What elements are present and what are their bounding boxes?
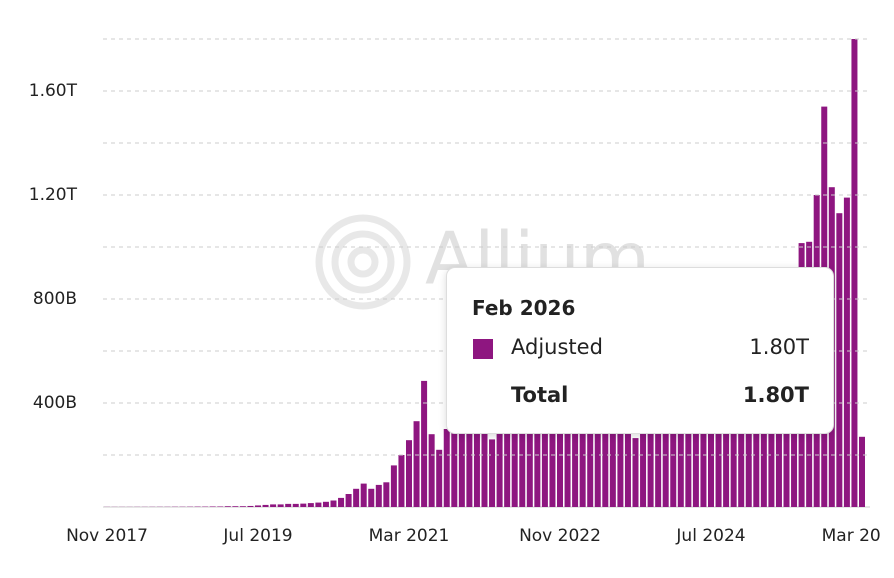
bar <box>602 387 609 507</box>
bar <box>368 488 375 507</box>
bar <box>255 505 261 507</box>
bar <box>285 503 292 507</box>
bar <box>541 408 548 507</box>
bar <box>413 421 420 507</box>
watermark <box>315 214 411 310</box>
bar <box>466 423 473 507</box>
bar <box>322 501 329 507</box>
bar <box>232 506 239 507</box>
bar <box>511 418 518 507</box>
bar <box>292 503 299 507</box>
bar <box>587 390 594 507</box>
bar <box>624 377 631 507</box>
bar <box>443 429 450 507</box>
bar <box>406 440 412 507</box>
tooltip-total-value: 1.80T <box>742 383 809 407</box>
bar <box>662 369 669 507</box>
tooltip-title: Feb 2026 <box>472 296 576 320</box>
bar <box>526 416 533 507</box>
bar <box>270 504 277 507</box>
x-tick-label: Mar 2026 <box>822 526 894 546</box>
x-tick-label: Mar 2021 <box>369 526 450 546</box>
bar <box>277 504 284 507</box>
y-tick-label: 800B <box>33 289 77 309</box>
x-tick-label: Jul 2024 <box>675 526 745 546</box>
bar <box>632 438 639 507</box>
bar <box>428 434 435 507</box>
tooltip-series: Adjusted <box>511 335 603 359</box>
bar <box>519 421 526 507</box>
bar <box>360 483 367 507</box>
tooltip-swatch <box>473 339 493 359</box>
bar <box>398 455 405 507</box>
bar <box>655 366 662 507</box>
bar <box>353 488 360 507</box>
bar <box>843 197 850 507</box>
bar <box>473 416 480 507</box>
bar <box>345 494 352 507</box>
bar <box>851 39 858 507</box>
bar <box>217 506 224 507</box>
bar <box>421 380 428 507</box>
x-tick-label: Nov 2017 <box>66 526 148 546</box>
bar <box>247 505 254 507</box>
bar <box>481 418 488 507</box>
bar <box>330 500 337 507</box>
bar <box>504 423 511 507</box>
bar <box>224 506 231 507</box>
bar <box>647 371 654 507</box>
bar <box>594 392 601 507</box>
tooltip: Feb 2026 Adjusted 1.80T Total 1.80T <box>446 267 834 434</box>
bar <box>338 497 345 507</box>
bar <box>209 506 216 507</box>
bar <box>239 506 246 507</box>
bar <box>496 429 503 507</box>
tooltip-value: 1.80T <box>749 335 809 359</box>
bar <box>564 397 571 507</box>
bar <box>640 382 647 507</box>
bar <box>262 504 269 507</box>
bar <box>836 213 843 507</box>
y-tick-label: 1.60T <box>29 81 78 101</box>
bar <box>451 426 458 507</box>
bar <box>383 482 390 507</box>
bar <box>579 395 586 507</box>
y-tick-label: 400B <box>33 393 77 413</box>
bar <box>307 503 314 507</box>
bar <box>609 382 616 507</box>
tooltip-total-label: Total <box>511 383 569 407</box>
bar <box>300 503 307 507</box>
x-tick-label: Jul 2019 <box>222 526 292 546</box>
bar <box>489 439 496 507</box>
bar <box>572 400 579 507</box>
bar <box>549 410 556 507</box>
bar <box>670 361 677 507</box>
bar <box>436 449 443 507</box>
bar <box>534 413 541 507</box>
bar <box>617 384 624 507</box>
bar <box>390 465 397 507</box>
bar <box>375 484 382 507</box>
x-tick-label: Nov 2022 <box>519 526 601 546</box>
bar <box>458 421 465 507</box>
bar <box>315 502 322 507</box>
y-tick-label: 1.20T <box>29 185 78 205</box>
bar <box>859 436 865 507</box>
